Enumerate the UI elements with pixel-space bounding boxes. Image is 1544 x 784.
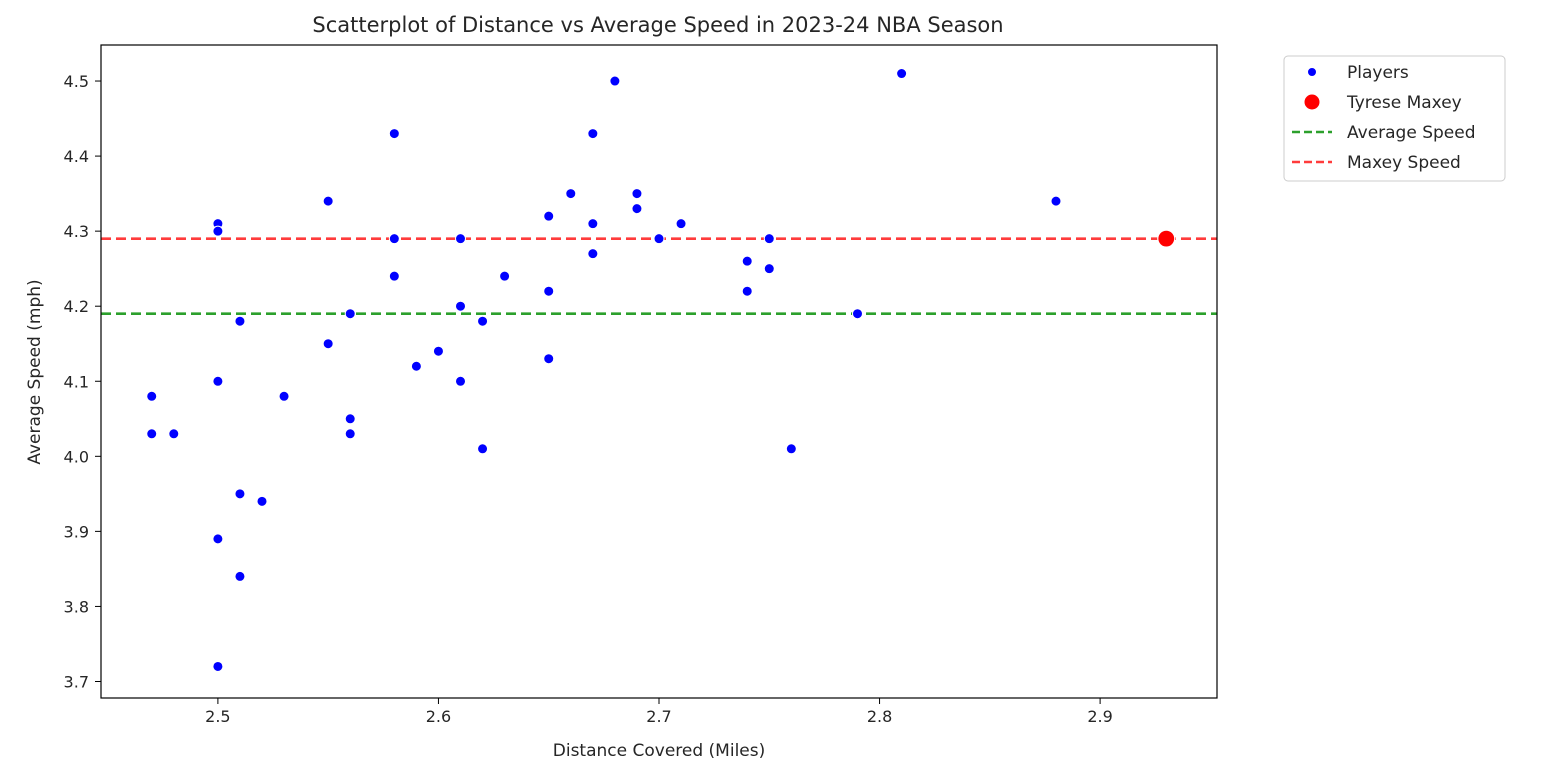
- y-tick-label: 3.7: [64, 672, 89, 691]
- data-point: [587, 128, 599, 140]
- y-tick-label: 4.1: [64, 372, 89, 391]
- data-point: [609, 75, 621, 87]
- highlight-point: [1157, 229, 1176, 248]
- plot-area: [101, 68, 1217, 672]
- data-point: [388, 270, 400, 282]
- data-point: [565, 188, 577, 200]
- y-tick-label: 4.2: [64, 297, 89, 316]
- data-point: [344, 428, 356, 440]
- data-point: [212, 375, 224, 387]
- x-tick-label: 2.9: [1087, 707, 1112, 726]
- data-point: [432, 345, 444, 357]
- y-tick-label: 4.0: [64, 447, 89, 466]
- chart-title: Scatterplot of Distance vs Average Speed…: [312, 13, 1003, 37]
- data-point: [675, 218, 687, 230]
- data-point: [587, 218, 599, 230]
- data-point: [1050, 195, 1062, 207]
- data-point: [212, 533, 224, 545]
- data-point: [278, 390, 290, 402]
- x-axis-label: Distance Covered (Miles): [553, 741, 766, 761]
- data-point: [234, 570, 246, 582]
- y-axis-label: Average Speed (mph): [25, 279, 45, 464]
- y-tick-label: 4.3: [64, 222, 89, 241]
- data-point: [499, 270, 511, 282]
- data-point: [543, 285, 555, 297]
- y-tick-label: 4.5: [64, 72, 89, 91]
- data-point: [322, 195, 334, 207]
- x-axis: 2.5 2.6 2.7 2.8 2.9: [205, 698, 1113, 726]
- data-point: [212, 660, 224, 672]
- legend-label: Average Speed: [1347, 123, 1476, 143]
- y-tick-label: 3.9: [64, 522, 89, 541]
- data-point: [344, 413, 356, 425]
- data-point: [741, 255, 753, 267]
- data-point: [234, 488, 246, 500]
- data-point: [256, 495, 268, 507]
- legend-label: Tyrese Maxey: [1346, 93, 1462, 113]
- data-point: [896, 68, 908, 80]
- legend-marker: [1307, 67, 1317, 77]
- data-point: [763, 263, 775, 275]
- data-point: [455, 375, 467, 387]
- data-point: [543, 353, 555, 365]
- data-point: [653, 233, 665, 245]
- legend-label: Players: [1347, 63, 1409, 83]
- x-tick-label: 2.6: [426, 707, 451, 726]
- data-point: [763, 233, 775, 245]
- data-point: [388, 233, 400, 245]
- data-point: [234, 315, 246, 327]
- data-point: [741, 285, 753, 297]
- data-point: [322, 338, 334, 350]
- data-point: [477, 315, 489, 327]
- y-tick-label: 4.4: [64, 147, 89, 166]
- data-point: [631, 203, 643, 215]
- data-point: [388, 128, 400, 140]
- data-point: [410, 360, 422, 372]
- legend-label: Maxey Speed: [1347, 153, 1461, 173]
- data-point: [455, 233, 467, 245]
- x-tick-label: 2.8: [867, 707, 892, 726]
- data-point: [455, 300, 467, 312]
- legend-box: [1283, 55, 1506, 182]
- data-point: [212, 225, 224, 237]
- data-point: [631, 188, 643, 200]
- data-point: [477, 443, 489, 455]
- legend-marker: [1303, 93, 1321, 111]
- data-point: [344, 308, 356, 320]
- data-point: [168, 428, 180, 440]
- x-tick-label: 2.5: [205, 707, 230, 726]
- data-point: [587, 248, 599, 260]
- axes-frame: [100, 44, 1218, 699]
- data-point: [146, 428, 158, 440]
- data-point: [851, 308, 863, 320]
- data-point: [146, 390, 158, 402]
- data-point: [785, 443, 797, 455]
- legend: Players Tyrese Maxey Average Speed Maxey Sp…: [1283, 55, 1506, 182]
- y-tick-label: 3.8: [64, 597, 89, 616]
- y-axis: 3.7 3.8 3.9 4.0 4.1 4.2 4.3 4.4 4.5: [64, 72, 101, 691]
- x-tick-label: 2.7: [646, 707, 671, 726]
- data-point: [543, 210, 555, 222]
